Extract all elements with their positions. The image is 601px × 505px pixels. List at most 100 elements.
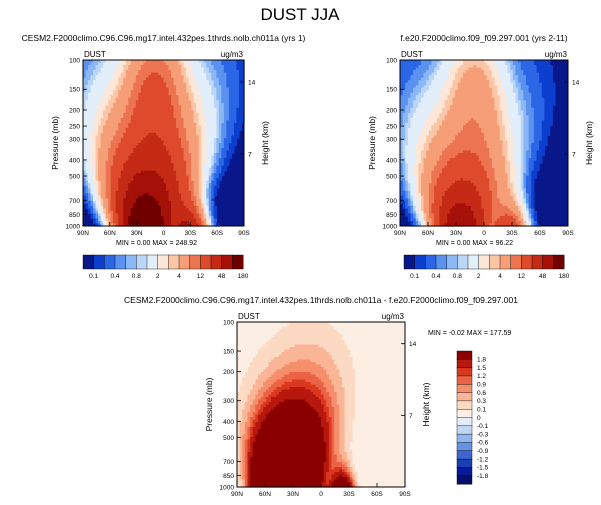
contour-cell: [201, 85, 205, 89]
contour-cell: [88, 107, 92, 111]
contour-cell: [148, 193, 152, 197]
contour-cell: [178, 67, 182, 71]
contour-cell: [83, 75, 87, 79]
contour-cell: [113, 220, 117, 225]
contour-cell: [123, 185, 127, 189]
contour-cell: [176, 203, 180, 207]
contour-cell: [125, 200, 129, 204]
contour-cell: [203, 175, 207, 179]
contour-cell: [123, 215, 127, 220]
contour-cell: [118, 178, 122, 182]
contour-cell: [93, 205, 97, 209]
contour-cell: [196, 140, 200, 144]
contour-cell: [176, 148, 180, 152]
contour-cell: [206, 168, 210, 172]
contour-cell: [206, 148, 210, 152]
contour-cell: [226, 82, 230, 86]
contour-cell: [120, 82, 124, 86]
contour-cell: [208, 183, 212, 187]
contour-cell: [100, 72, 104, 76]
contour-cell: [171, 107, 175, 111]
contour-cell: [85, 105, 89, 109]
contour-cell: [186, 213, 190, 217]
contour-cell: [226, 67, 230, 71]
contour-cell: [213, 213, 217, 217]
contour-cell: [153, 110, 157, 114]
contour-cell: [143, 67, 147, 71]
contour-cell: [85, 127, 89, 132]
contour-cell: [118, 223, 122, 227]
contour-cell: [196, 203, 200, 207]
contour-cell: [125, 168, 129, 172]
contour-cell: [150, 125, 155, 129]
contour-cell: [115, 100, 119, 104]
contour-cell: [120, 218, 124, 222]
contour-cell: [143, 148, 147, 152]
contour-cell: [176, 125, 180, 129]
contour-cell: [98, 105, 102, 109]
contour-cell: [128, 223, 132, 227]
contour-cell: [158, 173, 162, 177]
contour-cell: [148, 60, 152, 64]
contour-cell: [206, 180, 210, 184]
contour-cell: [198, 127, 202, 132]
contour-cell: [213, 205, 217, 209]
contour-cell: [110, 213, 114, 217]
contour-cell: [85, 112, 89, 116]
contour-cell: [176, 60, 180, 64]
contour-cell: [208, 72, 212, 76]
contour-cell: [108, 150, 112, 154]
contour-cell: [171, 82, 175, 86]
contour-cell: [125, 210, 129, 215]
contour-cell: [110, 195, 114, 199]
contour-cell: [100, 168, 104, 172]
contour-cell: [118, 188, 122, 192]
contour-cell: [211, 153, 215, 157]
contour-cell: [95, 220, 99, 225]
contour-cell: [90, 193, 94, 197]
contour-cell: [98, 75, 102, 79]
contour-cell: [158, 148, 162, 152]
contour-cell: [186, 165, 190, 169]
contour-cell: [115, 112, 119, 116]
contour-cell: [158, 175, 162, 179]
contour-cell: [168, 122, 172, 126]
contour-cell: [143, 215, 147, 220]
contour-cell: [83, 150, 87, 154]
contour-cell: [203, 158, 207, 162]
contour-cell: [85, 90, 89, 94]
contour-cell: [155, 143, 160, 147]
contour-cell: [198, 170, 202, 174]
contour-cell: [158, 135, 162, 139]
contour-cell: [110, 205, 114, 209]
contour-cell: [150, 168, 155, 172]
contour-cell: [135, 145, 139, 149]
contour-cell: [118, 158, 122, 162]
contour-cell: [216, 158, 220, 162]
contour-cell: [108, 140, 112, 144]
contour-cell: [198, 130, 202, 134]
contour-cell: [223, 168, 227, 172]
contour-cell: [168, 180, 172, 184]
contour-cell: [88, 80, 92, 84]
contour-cell: [103, 148, 107, 152]
contour-cell: [166, 70, 170, 74]
contour-cell: [83, 170, 87, 174]
contour-cell: [128, 168, 132, 172]
contour-cell: [108, 70, 112, 74]
contour-cell: [213, 122, 217, 126]
contour-cell: [153, 168, 157, 172]
contour-cell: [103, 125, 107, 129]
contour-cell: [100, 132, 104, 137]
contour-cell: [123, 148, 127, 152]
contour-cell: [108, 188, 112, 192]
contour-cell: [181, 170, 185, 174]
contour-cell: [95, 165, 99, 169]
contour-cell: [186, 210, 190, 215]
contour-cell: [171, 178, 175, 182]
contour-cell: [145, 213, 150, 217]
contour-cell: [181, 168, 185, 172]
contour-cell: [206, 107, 210, 111]
contour-cell: [120, 178, 124, 182]
contour-cell: [206, 158, 210, 162]
